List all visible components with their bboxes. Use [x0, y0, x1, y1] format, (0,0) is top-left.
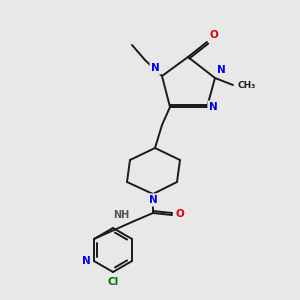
Text: N: N	[148, 195, 158, 205]
Text: N: N	[217, 65, 226, 75]
Text: CH₃: CH₃	[237, 80, 255, 89]
Text: N: N	[209, 102, 218, 112]
Text: NH: NH	[113, 210, 129, 220]
Text: N: N	[82, 256, 91, 266]
Text: O: O	[210, 30, 219, 40]
Text: N: N	[151, 63, 160, 73]
Text: Cl: Cl	[107, 277, 118, 287]
Text: O: O	[175, 209, 184, 219]
